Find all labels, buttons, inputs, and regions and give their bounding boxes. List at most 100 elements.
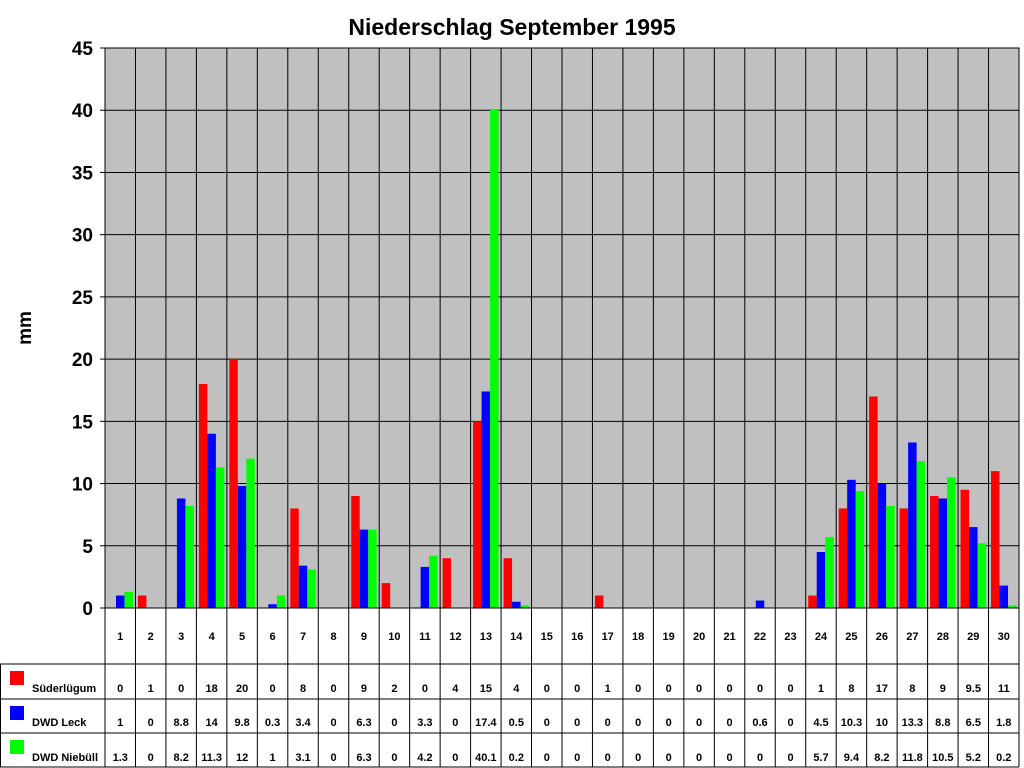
table-cell: 1 [148,683,154,695]
category-label: 13 [480,631,492,643]
table-cell: 1.3 [113,752,128,764]
table-cell: 0 [635,683,641,695]
bar [359,529,369,608]
bar [755,600,765,608]
bar [594,595,604,608]
bar [481,391,491,608]
bar [246,458,255,608]
table-cell: 0 [544,717,550,729]
category-label: 12 [449,631,461,643]
legend-swatch [10,706,24,720]
table-cell: 17 [876,683,888,695]
table-cell: 1 [605,683,611,695]
category-label: 14 [510,631,523,643]
bar [124,591,133,608]
table-cell: 17.4 [475,717,497,729]
table-cell: 9 [940,683,946,695]
bar [512,601,521,608]
category-label: 24 [815,631,828,643]
y-tick-label: 35 [72,163,94,184]
table-cell: 0 [787,683,793,695]
bar [368,529,377,608]
category-label: 18 [632,631,644,643]
category-label: 29 [967,631,979,643]
table-cell: 5.2 [966,752,981,764]
table-cell: 1 [270,752,276,764]
table-cell: 11.8 [902,752,923,764]
table-cell: 11 [998,683,1010,695]
category-label: 11 [419,631,431,643]
bar [808,595,817,608]
table-cell: 0 [330,717,336,729]
y-tick-label: 30 [72,226,93,247]
bar [877,483,887,608]
table-cell: 0 [696,717,702,729]
category-label: 16 [571,631,583,643]
table-cell: 8.2 [874,752,889,764]
table-cell: 0 [270,683,276,695]
bar [185,505,194,608]
category-label: 15 [541,631,553,643]
bars [115,108,1017,608]
table-cell: 0 [696,683,702,695]
bar [420,566,430,608]
category-label: 2 [148,631,154,643]
bar [869,396,878,608]
table-cell: 5.7 [813,752,828,764]
table-cell: 0 [117,683,123,695]
table-cell: 0 [635,717,641,729]
table-cell: 0 [391,717,397,729]
y-tick-label: 40 [72,101,93,122]
bar [298,565,308,608]
table-cell: 6.3 [356,717,371,729]
table-cell: 1 [117,717,123,729]
legend-swatch [10,671,24,685]
y-axis-ticks: 0 5 10 15 20 25 30 35 40 45 [72,39,94,620]
bar [137,595,147,608]
bar [229,359,238,608]
bar [473,421,482,608]
bar [290,508,299,608]
bar [816,552,826,608]
table-cell: 10 [876,717,888,729]
y-tick-label: 0 [82,599,93,620]
table-cell: 8.8 [174,717,189,729]
category-label: 9 [361,631,367,643]
bar [930,496,939,608]
table-cell: 3.4 [295,717,311,729]
table-cell: 0.5 [509,717,524,729]
table-cell: 0 [148,752,154,764]
category-label: 30 [998,631,1010,643]
bar [429,555,438,608]
category-label: 4 [209,631,216,643]
table-cell: 0 [574,717,580,729]
bar [176,498,186,608]
legend-swatch [10,740,24,754]
bar [198,384,208,608]
category-label: 19 [663,631,675,643]
table-cell: 4.2 [417,752,432,764]
table-cell: 0 [635,752,641,764]
table-cell: 0 [330,752,336,764]
y-tick-label: 25 [72,288,94,309]
bar [1008,605,1017,608]
y-tick-label: 10 [72,475,93,496]
bar [899,508,909,608]
table-cell: 4 [452,683,459,695]
bar [207,433,216,608]
table-cell: 0.2 [509,752,524,764]
table-cell: 10.3 [841,717,862,729]
table-cell: 0 [452,752,458,764]
table-cell: 0 [727,717,733,729]
bar [847,479,856,608]
bar [908,442,917,608]
table-cell: 0 [787,717,793,729]
category-label: 1 [117,631,123,643]
category-label: 7 [300,631,306,643]
table-cell: 8 [300,683,306,695]
table-cell: 0 [605,752,611,764]
bar [999,585,1009,608]
bar [991,471,1000,608]
table-cell: 0 [727,683,733,695]
